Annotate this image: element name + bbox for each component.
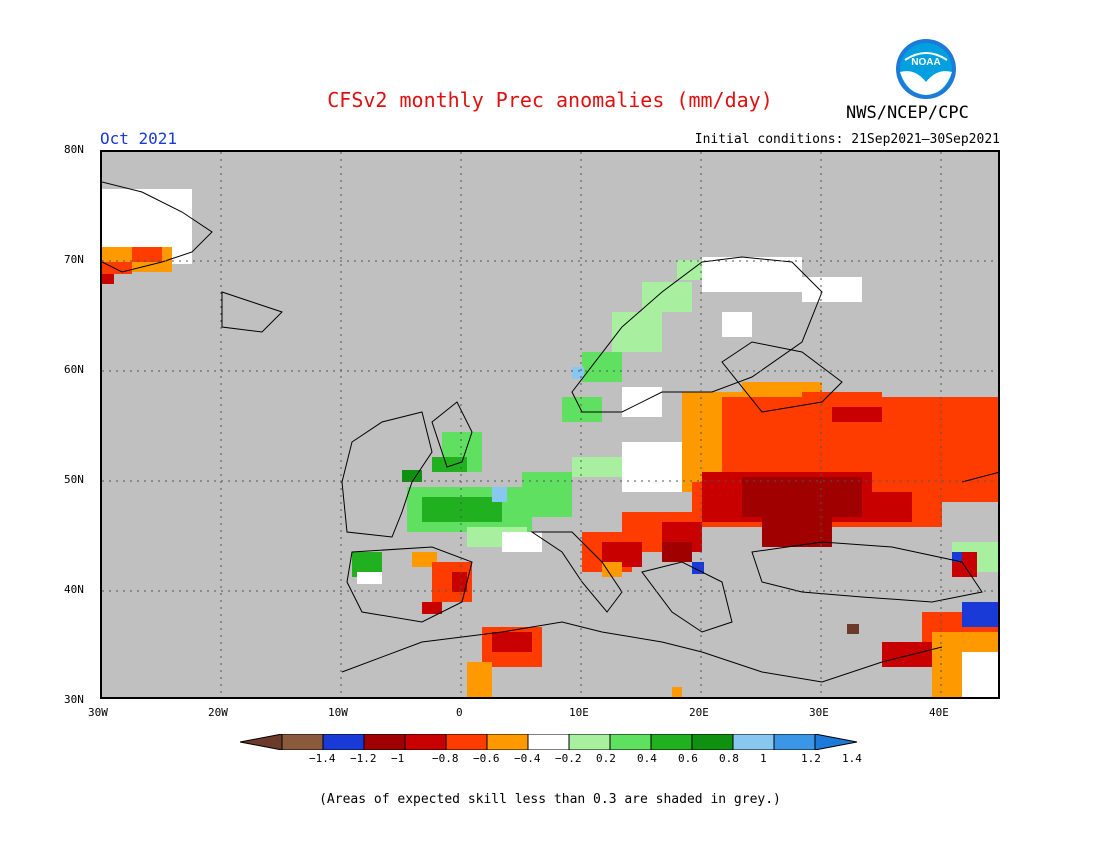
colorbar-label: 0.6 [678, 752, 698, 765]
colorbar-label: 1.2 [801, 752, 821, 765]
forecast-month: Oct 2021 [100, 129, 178, 148]
colorbar-swatch [691, 733, 734, 751]
lat-label-40n: 40N [64, 583, 84, 596]
colorbar-label: 1 [760, 752, 767, 765]
lon-label-0: 0 [456, 706, 463, 719]
colorbar-label: 0.8 [719, 752, 739, 765]
colorbar-swatch [281, 733, 324, 751]
lat-label-70n: 70N [64, 253, 84, 266]
colorbar-label: −0.2 [555, 752, 582, 765]
lon-label-10w: 10W [328, 706, 348, 719]
graticule [102, 152, 998, 697]
colorbar-swatch [732, 733, 775, 751]
western-europe-anomalies [352, 432, 682, 584]
colorbar-swatch [773, 733, 816, 751]
map-panel [100, 150, 1000, 699]
skill-note: (Areas of expected skill less than 0.3 a… [319, 792, 781, 807]
colorbar-label: −0.6 [473, 752, 500, 765]
noaa-logo: NOAA [895, 38, 957, 104]
colorbar-swatch [609, 733, 652, 751]
lat-label-80n: 80N [64, 143, 84, 156]
colorbar-label: 0.4 [637, 752, 657, 765]
colorbar-swatch [568, 733, 611, 751]
scandinavia-anomalies [562, 257, 862, 422]
colorbar-label: −0.8 [432, 752, 459, 765]
anomaly-map [102, 152, 998, 697]
lat-label-30n: 30N [64, 693, 84, 706]
iberia-anomalies [412, 552, 472, 614]
colorbar-label: −0.4 [514, 752, 541, 765]
coastlines [102, 181, 998, 683]
greenland-anomalies [102, 189, 192, 284]
noaa-logo-text: NOAA [911, 57, 940, 68]
colorbar-swatch [527, 733, 570, 751]
colorbar-high-end [814, 733, 858, 751]
colorbar-swatch [486, 733, 529, 751]
colorbar-swatch [363, 733, 406, 751]
lon-label-20w: 20W [208, 706, 228, 719]
colorbar-label: −1.4 [309, 752, 336, 765]
colorbar-label: −1.2 [350, 752, 377, 765]
colorbar-swatch [445, 733, 488, 751]
colorbar-low-end [239, 733, 283, 751]
lon-label-10e: 10E [569, 706, 589, 719]
lat-label-60n: 60N [64, 363, 84, 376]
lon-label-40e: 40E [929, 706, 949, 719]
initial-conditions: Initial conditions: 21Sep2021–30Sep2021 [694, 132, 1000, 147]
colorbar-swatches [239, 733, 858, 751]
colorbar-label: −1 [391, 752, 405, 765]
lon-label-20e: 20E [689, 706, 709, 719]
lon-label-30e: 30E [809, 706, 829, 719]
eastern-europe-anomalies [582, 382, 998, 577]
lat-label-50n: 50N [64, 473, 84, 486]
colorbar-label: 0.2 [596, 752, 616, 765]
north-africa-anomalies [467, 627, 682, 697]
colorbar-label: 1.4 [842, 752, 862, 765]
colorbar-swatch [322, 733, 365, 751]
agency-label: NWS/NCEP/CPC [846, 103, 969, 123]
lon-label-30w: 30W [88, 706, 108, 719]
middle-east-anomalies [847, 542, 998, 697]
colorbar-swatch [650, 733, 693, 751]
chart-title: CFSv2 monthly Prec anomalies (mm/day) [327, 88, 773, 112]
colorbar-swatch [404, 733, 447, 751]
colorbar [239, 733, 862, 754]
